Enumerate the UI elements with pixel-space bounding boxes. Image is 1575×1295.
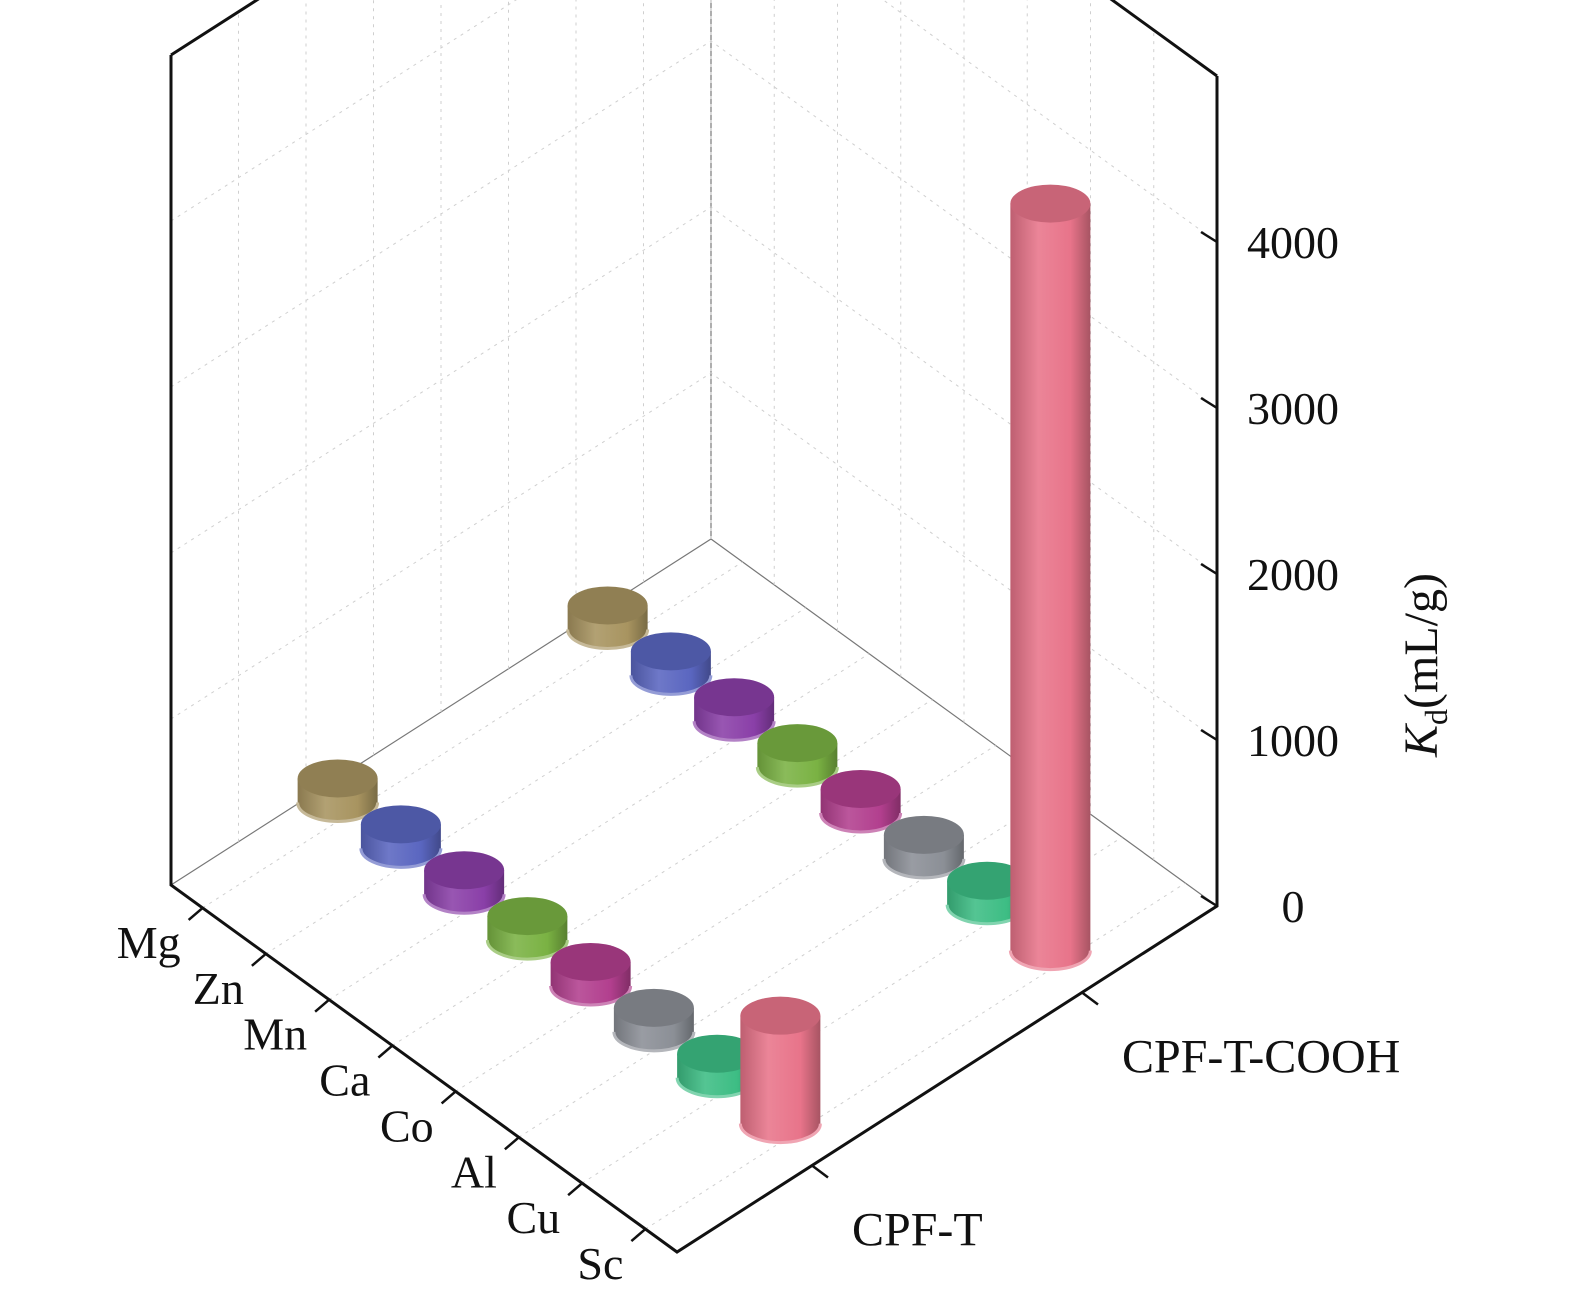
category-tick bbox=[630, 1228, 647, 1243]
bar-zn-cpf-t bbox=[359, 805, 443, 869]
floor-gridline bbox=[645, 882, 1186, 1230]
z-tick-label: 0 bbox=[1282, 881, 1305, 932]
z-axis-label-unit: (mL/g) bbox=[1395, 573, 1448, 709]
series-tick bbox=[811, 1164, 829, 1179]
z-tick-label: 1000 bbox=[1247, 715, 1339, 766]
category-tick-label-ca: Ca bbox=[319, 1055, 370, 1106]
bar-top bbox=[740, 996, 821, 1035]
gridlines bbox=[170, 0, 1218, 1230]
bar-rim bbox=[1008, 950, 1092, 972]
z-axis-label: Kd(mL/g) bbox=[1395, 573, 1454, 758]
category-tick bbox=[504, 1136, 520, 1151]
bar-top bbox=[820, 769, 901, 808]
z-tick bbox=[1200, 562, 1218, 576]
bar-top bbox=[757, 724, 838, 763]
bar-top bbox=[567, 586, 648, 625]
category-tick-label-sc: Sc bbox=[577, 1238, 623, 1289]
z-axis-label-sub: d bbox=[1418, 709, 1454, 725]
z-tick bbox=[1200, 894, 1218, 908]
category-tick-label-mn: Mn bbox=[243, 1009, 307, 1060]
series-tick-label-1: CPF-T-COOH bbox=[1122, 1031, 1400, 1084]
category-tick-label-zn: Zn bbox=[193, 963, 244, 1014]
bar-top bbox=[694, 678, 775, 717]
category-tick bbox=[187, 906, 204, 921]
z-tick-label: 2000 bbox=[1247, 549, 1339, 600]
bar-cu-cpf-t bbox=[675, 1034, 759, 1099]
category-tick-label-al: Al bbox=[451, 1146, 497, 1197]
z-tick-label: 4000 bbox=[1247, 217, 1339, 268]
category-tick bbox=[314, 998, 330, 1013]
bar-top bbox=[677, 1034, 758, 1073]
bar-mn-cpf-t-cooh bbox=[692, 678, 776, 742]
bar-top bbox=[424, 851, 505, 890]
bar-zn-cpf-t-cooh bbox=[629, 632, 713, 696]
front-axes bbox=[169, 0, 1219, 1254]
floor-gridline bbox=[265, 607, 807, 955]
z-tick bbox=[1200, 728, 1218, 742]
bars bbox=[296, 184, 1092, 1145]
z-tick bbox=[1200, 230, 1218, 244]
bar-top bbox=[297, 759, 378, 798]
category-tick-label-co: Co bbox=[380, 1100, 434, 1151]
bar-ca-cpf-t bbox=[485, 897, 569, 961]
z-tick bbox=[1200, 396, 1218, 410]
bar-top bbox=[883, 815, 964, 854]
bar-top bbox=[487, 897, 568, 936]
z-tick-label: 3000 bbox=[1247, 383, 1339, 434]
category-tick-label-cu: Cu bbox=[506, 1192, 560, 1243]
category-tick bbox=[440, 1090, 457, 1105]
series-tick-label-0: CPF-T bbox=[852, 1204, 983, 1257]
bar-side bbox=[740, 1015, 821, 1143]
floor-gridline bbox=[392, 699, 933, 1046]
bar-cu-cpf-t-cooh bbox=[945, 861, 1029, 926]
floor-gridline bbox=[518, 790, 1060, 1138]
category-tick-label-mg: Mg bbox=[117, 917, 181, 968]
floor-gridline bbox=[581, 836, 1123, 1184]
floor-gridline bbox=[328, 653, 870, 1001]
front-frame-top bbox=[170, 0, 1218, 78]
floor-gridline bbox=[202, 561, 743, 909]
category-tick bbox=[251, 952, 267, 967]
bar-side bbox=[1010, 203, 1091, 970]
bar-ca-cpf-t-cooh bbox=[755, 724, 839, 788]
bar-sc-cpf-t-cooh bbox=[1008, 184, 1092, 972]
bar-top bbox=[630, 632, 711, 671]
bar-al-cpf-t-cooh bbox=[882, 815, 966, 880]
z-axis-label-main: K bbox=[1395, 722, 1448, 758]
bar-top bbox=[550, 942, 631, 981]
category-tick bbox=[377, 1044, 394, 1059]
bar-top bbox=[360, 805, 441, 844]
bar-mg-cpf-t bbox=[296, 759, 380, 823]
bar-sc-cpf-t bbox=[738, 996, 822, 1145]
bar-mn-cpf-t bbox=[422, 851, 506, 915]
front-frame-bottom bbox=[169, 55, 1219, 1254]
bar-mg-cpf-t-cooh bbox=[566, 586, 650, 650]
bar-top bbox=[947, 861, 1028, 900]
z-gridline bbox=[170, 0, 1218, 243]
bar-top bbox=[613, 988, 694, 1027]
bar-co-cpf-t-cooh bbox=[819, 769, 903, 834]
bar-top bbox=[1010, 184, 1091, 223]
bar-rim bbox=[738, 1123, 822, 1145]
series-tick bbox=[1081, 991, 1099, 1006]
floor-gridline bbox=[455, 745, 996, 1092]
bar-al-cpf-t bbox=[612, 988, 696, 1053]
category-tick bbox=[567, 1182, 583, 1197]
bar-co-cpf-t bbox=[549, 942, 633, 1007]
